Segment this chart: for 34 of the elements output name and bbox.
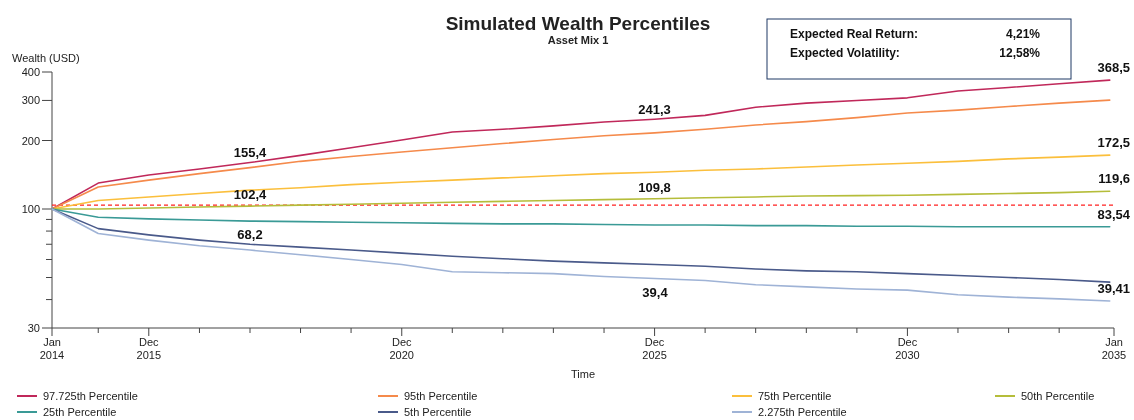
- y-axis-title: Wealth (USD): [12, 52, 80, 64]
- annotation: 109,8: [638, 179, 671, 195]
- annotation: 241,3: [638, 101, 671, 117]
- annotation: 155,4: [233, 145, 268, 161]
- chart-subtitle: Asset Mix 1: [547, 34, 609, 46]
- legend-label: 97.725th Percentile: [43, 390, 138, 402]
- annotation: 39,41: [1097, 281, 1130, 297]
- legend-label: 5th Percentile: [404, 406, 472, 418]
- annotation: 172,5: [1097, 135, 1130, 151]
- x-tick-label: Jan 2035: [1101, 336, 1127, 361]
- x-axis-title: Time: [570, 368, 596, 380]
- chart-title: Simulated Wealth Percentiles: [445, 13, 711, 34]
- x-tick-label: Jan 2014: [39, 336, 65, 361]
- legend-label: 50th Percentile: [1021, 390, 1095, 402]
- legend-label: 95th Percentile: [404, 390, 478, 402]
- annotation: 68,2: [237, 226, 263, 242]
- annotation: 83,54: [1097, 206, 1131, 222]
- annotation: 368,5: [1097, 60, 1130, 76]
- legend-label: 2.275th Percentile: [758, 406, 847, 418]
- annotation: 102,4: [233, 186, 268, 202]
- annotation: 39,4: [642, 285, 669, 300]
- x-tick-label: Dec 2030: [895, 336, 920, 361]
- y-tick-label: 400: [21, 66, 40, 78]
- info-box: Expected Real Return: 4,21% Expected Volatility: 12,58%: [766, 18, 1072, 80]
- x-tick-label: Dec 2020: [389, 336, 414, 361]
- legend-label: 75th Percentile: [758, 390, 832, 402]
- y-tick-label: 300: [21, 94, 40, 107]
- legend-label: 25th Percentile: [43, 406, 117, 418]
- y-tick-label: 200: [21, 134, 40, 147]
- annotation: 119,6: [1098, 171, 1130, 187]
- x-tick-label: Dec 2015: [136, 336, 162, 361]
- y-tick-label: 100: [21, 203, 40, 216]
- y-tick-label: 30: [27, 322, 40, 334]
- x-tick-label: Dec 2025: [642, 336, 667, 361]
